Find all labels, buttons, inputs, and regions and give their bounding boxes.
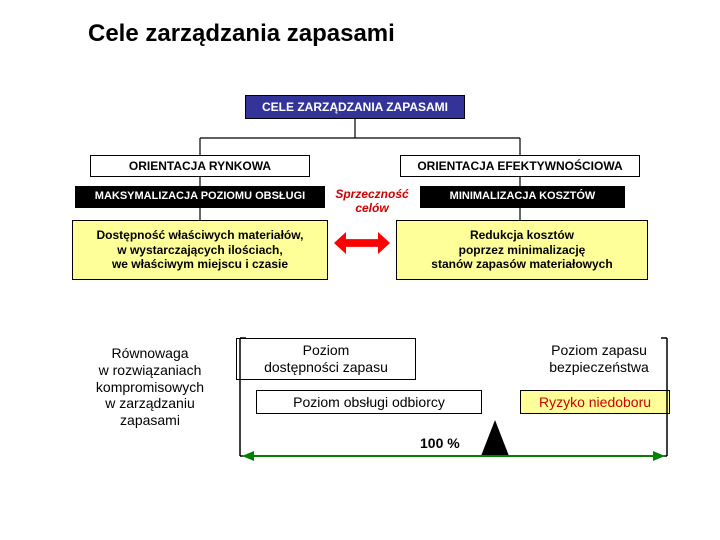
root-box: CELE ZARZĄDZANIA ZAPASAMI xyxy=(245,95,465,119)
level4-box-right: Redukcja kosztówpoprzez minimalizacjęsta… xyxy=(396,220,648,280)
level4-box-left: Dostępność właściwych materiałów,w wysta… xyxy=(72,220,328,280)
percent-label: 100 % xyxy=(420,435,460,452)
conflict-arrow-icon xyxy=(334,232,390,254)
center-conflict-label: Sprzeczność celów xyxy=(328,186,416,216)
safety-stock-box: Poziom zapasubezpieczeństwa xyxy=(528,338,670,380)
service-level-box: Poziom obsługi odbiorcy xyxy=(256,390,482,414)
page-title: Cele zarządzania zapasami xyxy=(88,20,395,48)
level3-box-right: MINIMALIZACJA KOSZTÓW xyxy=(420,186,625,208)
level2-box-right: ORIENTACJA EFEKTYWNOŚCIOWA xyxy=(400,155,640,177)
level3-box-left: MAKSYMALIZACJA POZIOMU OBSŁUGI xyxy=(75,186,325,208)
shortage-risk-box: Ryzyko niedoboru xyxy=(520,390,670,414)
availability-level-box: Poziomdostępności zapasu xyxy=(236,338,416,380)
balance-text: Równowagaw rozwiązaniachkompromisowychw … xyxy=(80,345,220,429)
level2-box-left: ORIENTACJA RYNKOWA xyxy=(90,155,310,177)
